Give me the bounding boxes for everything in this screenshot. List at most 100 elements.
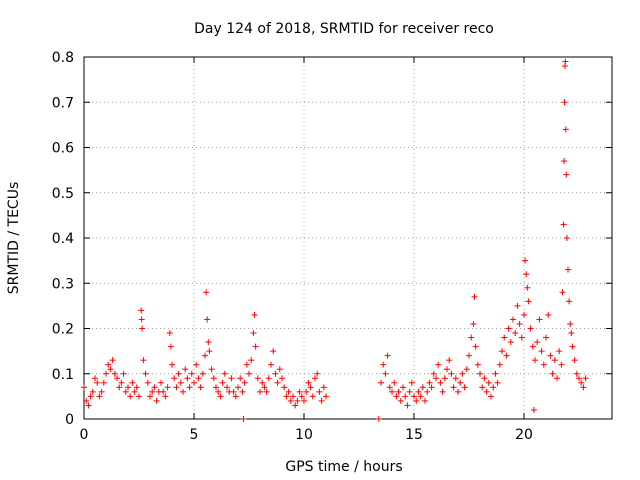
data-point (142, 370, 149, 377)
data-point (457, 379, 464, 386)
data-point (140, 357, 147, 364)
x-axis-title: GPS time / hours (285, 459, 402, 475)
data-point (492, 370, 499, 377)
data-point (395, 388, 402, 395)
data-point (561, 99, 568, 106)
data-point (490, 384, 497, 391)
data-point (144, 379, 151, 386)
data-point (138, 316, 145, 323)
data-point (560, 221, 567, 228)
data-point (485, 379, 492, 386)
data-point (428, 384, 435, 391)
data-point (534, 339, 541, 346)
data-point (305, 379, 312, 386)
data-point (182, 366, 189, 373)
data-point (378, 379, 384, 386)
x-tick-label: 5 (190, 427, 199, 443)
data-point (316, 388, 323, 395)
data-point (263, 388, 270, 395)
data-point (221, 370, 228, 377)
data-point (554, 375, 560, 382)
data-point (510, 316, 516, 323)
data-point (239, 388, 246, 395)
data-point (547, 352, 554, 359)
data-point (232, 393, 239, 400)
data-point (265, 375, 272, 382)
data-point (397, 397, 404, 404)
data-point (109, 357, 116, 364)
data-point (384, 352, 391, 359)
y-tick-label: 0 (65, 412, 74, 428)
data-point (573, 370, 580, 377)
data-point (164, 384, 171, 391)
data-point (287, 397, 294, 404)
data-point (298, 393, 305, 400)
data-point (303, 388, 310, 395)
data-point (127, 393, 134, 400)
data-point (167, 343, 174, 350)
data-point (488, 393, 494, 400)
data-point (268, 361, 274, 368)
data-point (507, 339, 514, 346)
data-point (444, 366, 450, 373)
data-point (382, 370, 389, 377)
data-point (230, 388, 237, 395)
data-point (567, 320, 574, 327)
data-point (448, 370, 455, 377)
data-point (525, 298, 532, 305)
x-tick-label: 20 (515, 427, 533, 443)
y-tick-label: 0.6 (52, 141, 74, 157)
data-point (481, 375, 488, 382)
data-point (426, 379, 433, 386)
data-point (561, 158, 568, 165)
data-point (479, 384, 486, 391)
data-point (435, 361, 442, 368)
data-point (483, 388, 490, 395)
data-point (248, 357, 255, 364)
data-point (477, 370, 483, 377)
data-point (114, 375, 120, 382)
data-point (237, 375, 244, 382)
data-point (274, 379, 281, 386)
data-point (565, 266, 571, 273)
data-points (81, 58, 589, 422)
data-point (503, 352, 510, 359)
data-point (153, 397, 160, 404)
data-point (523, 271, 530, 278)
data-point (400, 384, 406, 391)
data-point (563, 171, 570, 178)
data-point (404, 402, 411, 409)
data-point (122, 388, 129, 395)
data-point (314, 370, 321, 377)
data-point (496, 361, 503, 368)
data-point (455, 388, 461, 395)
data-point (419, 384, 426, 391)
data-point (246, 370, 252, 377)
data-point (463, 366, 470, 373)
data-point (545, 311, 552, 318)
data-point (417, 393, 424, 400)
data-point (252, 343, 259, 350)
data-point (524, 284, 531, 291)
data-point (459, 370, 466, 377)
data-point (177, 379, 184, 386)
data-point (100, 379, 107, 386)
data-point (562, 58, 569, 65)
data-point (149, 388, 156, 395)
x-tick-label: 10 (295, 427, 313, 443)
data-point (514, 302, 521, 309)
data-point (461, 384, 468, 391)
data-point (193, 361, 200, 368)
data-point (424, 388, 431, 395)
data-point (527, 325, 534, 332)
y-tick-label: 0.3 (52, 276, 74, 292)
data-point (111, 370, 118, 377)
data-point (197, 384, 204, 391)
x-tick-label: 0 (80, 427, 89, 443)
data-point (272, 370, 279, 377)
data-point (406, 388, 413, 395)
data-point (169, 361, 175, 368)
data-point (580, 384, 587, 391)
data-point (166, 330, 173, 337)
